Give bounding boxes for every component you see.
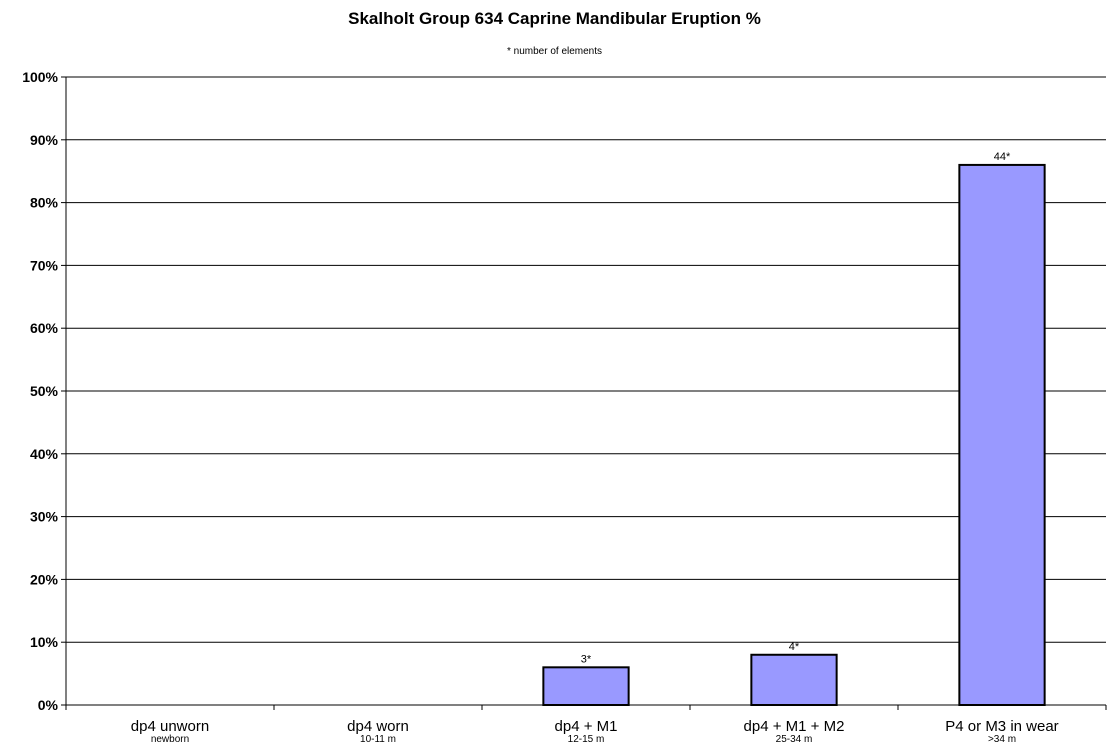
x-category-sublabel: 25-34 m (776, 734, 813, 745)
chart-title: Skalholt Group 634 Caprine Mandibular Er… (348, 9, 761, 28)
x-category-label: dp4 + M1 (555, 718, 618, 735)
bar (542, 666, 630, 707)
x-category-sublabel: newborn (151, 734, 189, 745)
bar (750, 653, 838, 707)
labels: 0% 10% 20% 30% 40% 50% 60% 70% 80% 90% 100% dp4 unw… (22, 69, 1059, 745)
chart-subtitle: * number of elements (506, 46, 603, 57)
x-category-label: dp4 worn (347, 718, 409, 735)
data-label: 3* (581, 653, 592, 665)
bar (958, 163, 1046, 707)
bars (542, 163, 1046, 707)
y-tick-label: 50% (30, 383, 59, 399)
data-label: 44* (994, 151, 1011, 163)
x-category-sublabel: >34 m (988, 734, 1016, 745)
y-tick-label: 30% (30, 509, 59, 525)
x-category-sublabel: 12-15 m (568, 734, 605, 745)
y-tick-label: 40% (30, 446, 59, 462)
y-tick-label: 60% (30, 320, 59, 336)
y-tick-label: 10% (30, 634, 59, 650)
x-category-label: dp4 unworn (131, 718, 209, 735)
y-tick-label: 20% (30, 571, 59, 587)
x-category-label: dp4 + M1 + M2 (744, 718, 845, 735)
x-category-label: P4 or M3 in wear (945, 718, 1058, 735)
y-tick-label: 100% (22, 69, 58, 85)
data-label: 4* (789, 641, 800, 653)
gridlines (66, 76, 1106, 643)
y-tick-label: 80% (30, 195, 59, 211)
x-category-sublabel: 10-11 m (360, 734, 396, 745)
y-tick-label: 70% (30, 257, 59, 273)
y-tick-label: 90% (30, 132, 59, 148)
y-tick-label: 0% (38, 697, 59, 713)
axes (61, 76, 1107, 710)
